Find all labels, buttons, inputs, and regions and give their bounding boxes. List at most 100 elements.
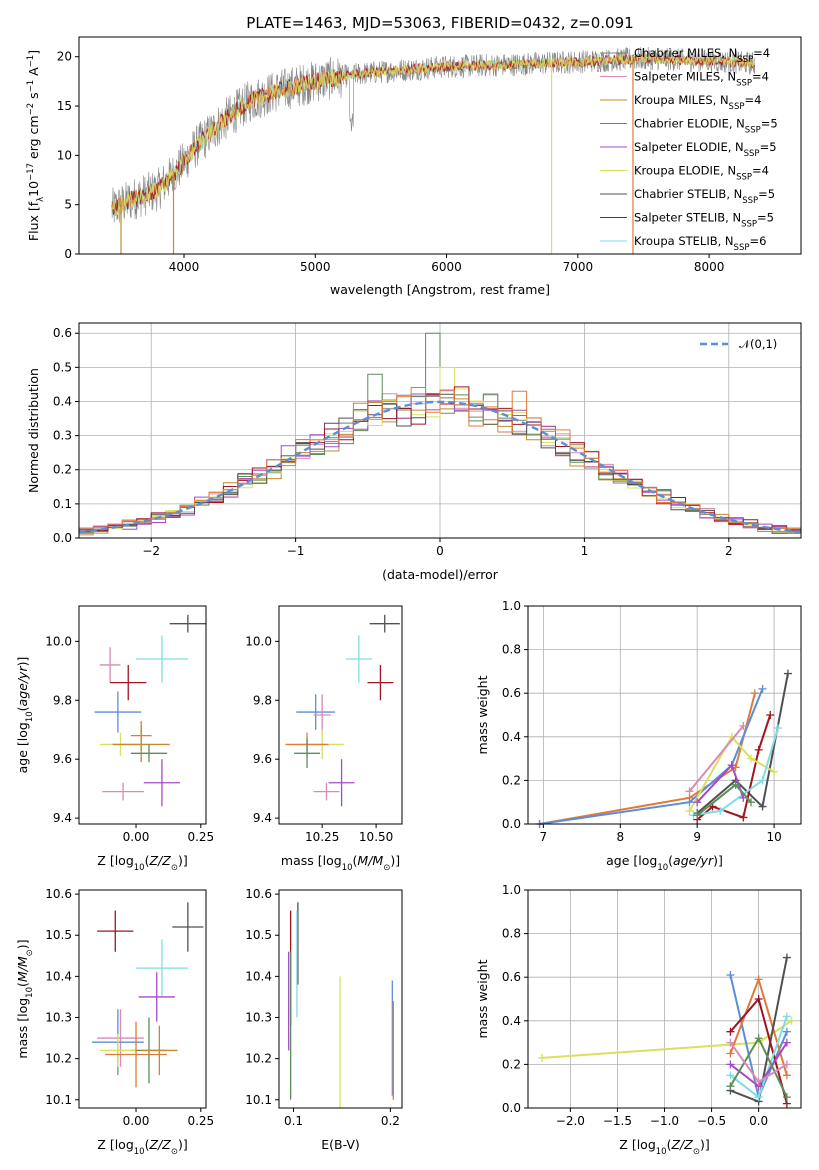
y-tick-label: 0.6 (502, 686, 521, 700)
label-part: age [log (15, 722, 30, 773)
series-lines (538, 953, 796, 1108)
series-marker (693, 798, 702, 807)
label-part: Salpeter ELODIE, N (634, 140, 744, 154)
x-tick-label: 0.25 (187, 830, 214, 844)
series-marker (754, 1034, 763, 1043)
axes-frame (527, 889, 802, 1109)
series-line (542, 1019, 793, 1059)
x-tick-label: 0.1 (284, 1114, 303, 1128)
legend: 𝒩(0,1) (700, 337, 777, 351)
y-tick-label: 10 (57, 148, 72, 162)
label-part: SSP (737, 55, 753, 65)
label-part: ⊙ (171, 1147, 178, 1157)
series-line (688, 725, 745, 792)
error-bar (110, 664, 147, 701)
error-bar (172, 902, 204, 952)
spectrum-lines (111, 46, 756, 254)
label-part: age/yr (15, 666, 30, 707)
label-part: ⊙ (383, 863, 390, 873)
y-tick-label: 10.5 (45, 928, 72, 942)
histograms (78, 332, 802, 536)
label-part: 10 (26, 181, 41, 197)
y-axis-label: mass [log10(M/M⊙)] (15, 939, 35, 1058)
x-axis-label: Z [log10(Z/Z⊙)] (619, 1137, 709, 1157)
label-part: 10 (25, 711, 35, 722)
spectrum-line (111, 46, 756, 223)
label-part: )] (700, 1137, 710, 1152)
grid-lines (528, 605, 801, 825)
label-part: −1 (26, 80, 36, 93)
label-part: Kroupa ELODIE, N (634, 164, 736, 178)
series-marker (782, 1012, 791, 1021)
spectrum-line (111, 52, 755, 216)
error-bar (138, 972, 175, 1022)
series-marker (685, 798, 694, 807)
legend-label: Chabrier STELIB, NSSP=5 (634, 187, 775, 206)
label-part: Z [log (619, 1137, 655, 1152)
error-bar (313, 694, 331, 736)
axes: −2.0 −1.5 −1.0 −0.5 0.0 0.0 0.2 0.4 0.6 0.8 1.0 (502, 883, 768, 1128)
error-bars (91, 902, 204, 1088)
axes: 0.1 0.2 10.1 10.2 10.3 10.4 10.5 10.6 (245, 887, 400, 1128)
series-marker (754, 1093, 763, 1102)
label-part: SSP (736, 173, 752, 183)
label-part: erg cm (26, 115, 41, 163)
x-tick-label: 7000 (563, 260, 594, 274)
legend-label: Salpeter MILES, NSSP=4 (634, 70, 769, 89)
x-tick-label: 10.50 (359, 830, 393, 844)
label-part: Flux [f (26, 201, 41, 241)
label-part: A (26, 67, 41, 80)
y-tick-label: 0.0 (502, 1101, 521, 1115)
series-marker (739, 813, 748, 822)
x-axis-label: Z [log10(Z/Z⊙)] (97, 853, 187, 873)
label-part: Chabrier MILES, N (634, 46, 737, 60)
error-bar (143, 759, 181, 807)
series-marker (754, 745, 763, 754)
error-bar (97, 910, 134, 952)
series-marker (538, 1053, 547, 1062)
label-part: ( (145, 1137, 150, 1152)
label-part: =5 (760, 140, 777, 154)
label-part: mass [log (281, 853, 342, 868)
y-tick-label: 9.4 (253, 811, 272, 825)
legend-label: Salpeter ELODIE, NSSP=5 (634, 140, 777, 159)
x-tick-label: 0.00 (123, 830, 150, 844)
label-part: SSP (742, 196, 758, 206)
label-part: Z/Z (148, 1137, 171, 1152)
y-tick-label: 10.3 (245, 1011, 272, 1025)
error-bar (328, 759, 355, 807)
error-bar (112, 726, 170, 763)
y-axis-label: age [log10(age/yr)] (15, 657, 35, 774)
series-marker (787, 1016, 796, 1025)
axes: −2 −1 0 1 2 0.0 0.1 0.2 0.3 0.4 0.5 0.6 (53, 326, 733, 558)
label-part: Z [log (97, 853, 133, 868)
y-tick-label: 0.6 (53, 326, 72, 340)
y-tick-label: 0.4 (53, 394, 72, 408)
label-part: ( (353, 853, 358, 868)
label-part: )] (178, 853, 188, 868)
x-tick-label: 10.25 (305, 830, 339, 844)
error-bar (367, 664, 394, 701)
axes: 7 8 9 10 0.0 0.2 0.4 0.6 0.8 1.0 (502, 599, 782, 844)
series-marker (685, 806, 694, 815)
series-marker (726, 1071, 735, 1080)
label-part: Chabrier ELODIE, N (634, 117, 745, 131)
y-tick-label: 0.4 (502, 730, 521, 744)
legend-label: Kroupa ELODIE, NSSP=4 (634, 164, 769, 183)
axes-frame (78, 889, 207, 1109)
x-tick-label: 2 (725, 544, 733, 558)
label-part: =5 (761, 117, 778, 131)
series-marker (782, 1060, 791, 1069)
label-part: s (26, 92, 41, 103)
label-part: Chabrier STELIB, N (634, 187, 742, 201)
x-tick-label: 8000 (694, 260, 725, 274)
error-bar (141, 1025, 178, 1076)
y-tick-label: 0.5 (53, 360, 72, 374)
axes-frame (278, 605, 403, 825)
label-part: SSP (744, 149, 760, 159)
label-part: SSP (729, 102, 745, 112)
series-marker (783, 669, 792, 678)
